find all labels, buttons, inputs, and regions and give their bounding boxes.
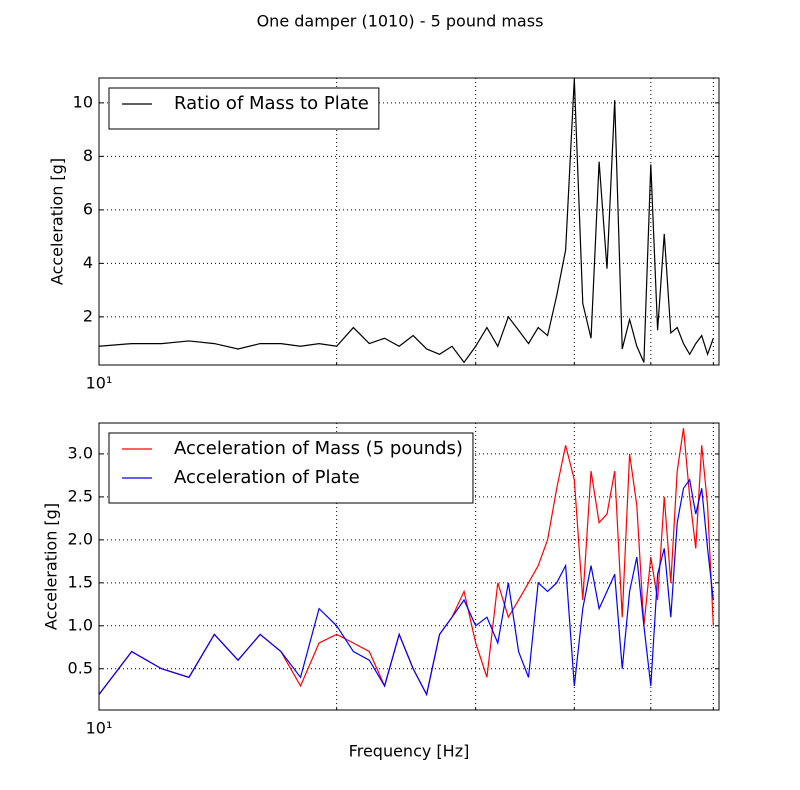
y-tick-label: 4 bbox=[83, 253, 93, 272]
legend: Ratio of Mass to Plate bbox=[108, 87, 380, 130]
y-tick-label: 10 bbox=[73, 92, 93, 111]
legend-label: Acceleration of Plate bbox=[174, 467, 360, 488]
legend-label: Acceleration of Mass (5 pounds) bbox=[174, 438, 463, 459]
legend: Acceleration of Mass (5 pounds) Accelerat… bbox=[108, 432, 474, 504]
x-tick-label: 10¹ bbox=[86, 719, 113, 738]
y-tick-label: 2 bbox=[83, 306, 93, 325]
y-axis-label: Acceleration [g] bbox=[48, 158, 67, 285]
data-line bbox=[99, 78, 714, 364]
y-axis-label: Acceleration [g] bbox=[42, 503, 61, 630]
legend-label: Ratio of Mass to Plate bbox=[174, 93, 369, 114]
y-tick-label: 3.0 bbox=[68, 443, 93, 462]
axes-frame bbox=[98, 77, 720, 366]
data-line bbox=[99, 478, 714, 697]
y-tick-label: 1.0 bbox=[68, 615, 93, 634]
legend-box bbox=[108, 432, 474, 504]
y-tick-label: 2.5 bbox=[68, 486, 93, 505]
panel: 2 4 6 8 10 10¹ Acceleration [g] Ratio of Mass t… bbox=[48, 77, 720, 393]
y-tick-label: 1.5 bbox=[68, 572, 93, 591]
panel: 0.5 1.0 1.5 2.0 2.5 3.0 10¹ Acceleration [g] Fre… bbox=[42, 422, 720, 761]
legend-box bbox=[108, 87, 380, 130]
y-tick-label: 0.5 bbox=[68, 658, 93, 677]
y-tick-label: 6 bbox=[83, 199, 93, 218]
figure-title: One damper (1010) - 5 pound mass bbox=[257, 12, 544, 31]
x-axis-label: Frequency [Hz] bbox=[349, 742, 470, 761]
y-tick-label: 8 bbox=[83, 146, 93, 165]
y-tick-label: 2.0 bbox=[68, 529, 93, 548]
axes-frame bbox=[98, 422, 720, 711]
x-tick-label: 10¹ bbox=[86, 374, 113, 393]
data-line bbox=[99, 428, 714, 697]
